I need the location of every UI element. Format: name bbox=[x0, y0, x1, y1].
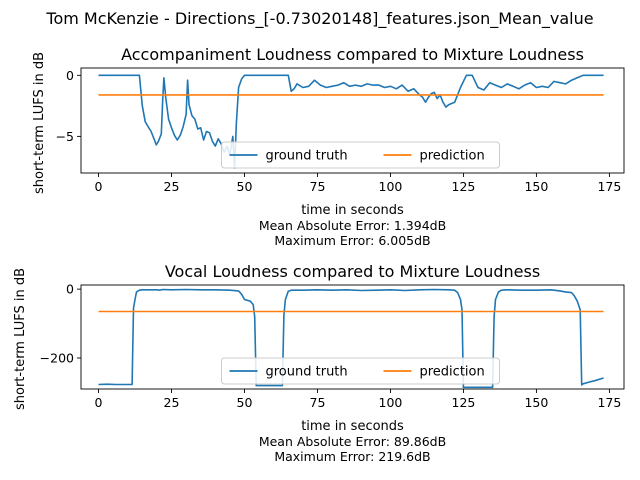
ground-truth-line bbox=[98, 288, 604, 389]
y-axis-label: short-term LUFS in dB bbox=[13, 268, 28, 410]
y-tick-label: 0 bbox=[66, 282, 74, 297]
legend-box bbox=[221, 141, 500, 169]
x-tick-label: 0 bbox=[95, 395, 103, 410]
x-tick-label: 100 bbox=[379, 395, 403, 410]
legend-ground-truth-label: ground truth bbox=[266, 365, 348, 380]
legend-box bbox=[221, 357, 500, 385]
legend: ground truth prediction bbox=[221, 141, 500, 169]
x-tick-label: 100 bbox=[379, 179, 403, 194]
legend-prediction-label: prediction bbox=[420, 365, 485, 380]
mean-absolute-error: Mean Absolute Error: 1.394dB bbox=[259, 218, 446, 233]
x-tick-label: 0 bbox=[95, 179, 103, 194]
figure-suptitle: Tom McKenzie - Directions_[-0.73020148]_… bbox=[45, 9, 593, 29]
accompaniment-panel: Accompaniment Loudness compared to Mixtu… bbox=[32, 45, 625, 248]
y-tick-label: 0 bbox=[66, 68, 74, 83]
x-tick-label: 175 bbox=[597, 395, 621, 410]
x-tick-label: 75 bbox=[310, 395, 326, 410]
x-tick-label: 75 bbox=[310, 179, 326, 194]
ground-truth-line bbox=[98, 74, 604, 169]
y-tick-label: −5 bbox=[56, 129, 74, 144]
x-tick-label: 25 bbox=[164, 395, 180, 410]
plot-area: 0 25 50 75 100 125 150 175 0 −5 ground truth predic… bbox=[56, 67, 625, 194]
axes-frame bbox=[80, 67, 625, 174]
y-axis-label: short-term LUFS in dB bbox=[32, 52, 47, 194]
x-tick-label: 150 bbox=[524, 395, 548, 410]
panel-title: Vocal Loudness compared to Mixture Loudn… bbox=[165, 262, 540, 281]
x-axis-label: time in seconds bbox=[301, 203, 404, 218]
x-axis-label: time in seconds bbox=[301, 419, 404, 434]
x-tick-label: 50 bbox=[237, 179, 253, 194]
x-tick-label: 50 bbox=[237, 395, 253, 410]
axes-frame bbox=[80, 284, 625, 390]
legend-ground-truth-label: ground truth bbox=[266, 149, 348, 164]
x-tick-label: 125 bbox=[452, 179, 476, 194]
maximum-error: Maximum Error: 6.005dB bbox=[274, 233, 430, 248]
mean-absolute-error: Mean Absolute Error: 89.86dB bbox=[259, 434, 446, 449]
x-tick-label: 175 bbox=[597, 179, 621, 194]
x-tick-label: 25 bbox=[164, 179, 180, 194]
plot-area: 0 25 50 75 100 125 150 175 0 −200 ground truth pred… bbox=[40, 282, 625, 410]
y-tick-label: −200 bbox=[40, 351, 74, 366]
legend-prediction-label: prediction bbox=[420, 149, 485, 164]
panel-title: Accompaniment Loudness compared to Mixtu… bbox=[121, 45, 584, 64]
x-tick-label: 125 bbox=[452, 395, 476, 410]
legend: ground truth prediction bbox=[221, 357, 500, 385]
vocal-panel: Vocal Loudness compared to Mixture Loudn… bbox=[13, 262, 625, 464]
maximum-error: Maximum Error: 219.6dB bbox=[274, 449, 430, 464]
x-tick-label: 150 bbox=[524, 179, 548, 194]
